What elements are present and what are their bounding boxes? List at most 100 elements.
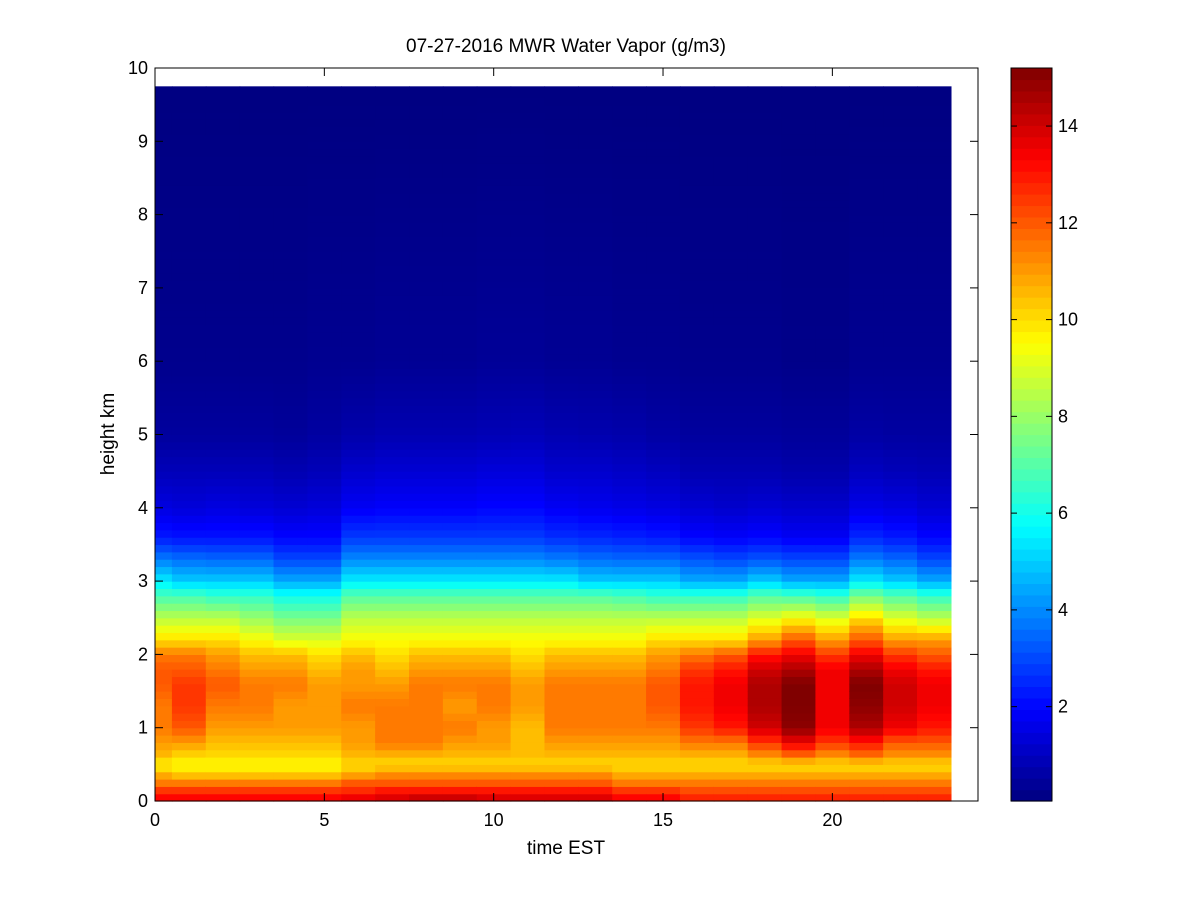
x-tick-label: 5 [319, 810, 329, 830]
heatmap-cell [679, 610, 715, 619]
heatmap-cell [781, 529, 817, 538]
heatmap-cell [713, 126, 749, 135]
heatmap-cell [171, 383, 207, 392]
heatmap-cell [917, 207, 952, 216]
heatmap-cell [612, 698, 647, 707]
heatmap-cell [612, 603, 647, 612]
heatmap-cell [544, 793, 579, 802]
heatmap-cell [476, 148, 512, 157]
heatmap-cell [883, 705, 918, 714]
heatmap-cell [917, 793, 952, 802]
heatmap-cell [155, 478, 173, 487]
heatmap-cell [239, 126, 275, 135]
heatmap-cell [679, 287, 715, 296]
heatmap-cell [612, 529, 647, 538]
heatmap-cell [307, 749, 342, 758]
heatmap-cell [409, 170, 444, 179]
heatmap-cell [510, 515, 546, 524]
heatmap-cell [713, 669, 749, 677]
heatmap-cell [917, 449, 952, 458]
heatmap-cell [646, 661, 681, 670]
heatmap-cell [815, 771, 850, 780]
heatmap-cell [544, 705, 579, 714]
heatmap-cell [815, 669, 850, 677]
colorbar-band [1011, 388, 1052, 401]
heatmap-cell [409, 104, 444, 113]
heatmap-cell [307, 625, 342, 634]
heatmap-cell [442, 625, 478, 634]
heatmap-cell [273, 236, 309, 245]
heatmap-cell [341, 185, 376, 194]
heatmap-cell [544, 339, 579, 348]
heatmap-cell [341, 698, 376, 707]
heatmap-cell [917, 236, 952, 245]
heatmap-cell [781, 221, 817, 230]
heatmap-cell [510, 309, 546, 318]
heatmap-cell [155, 471, 173, 480]
heatmap-cell [781, 405, 817, 414]
heatmap-cell [307, 764, 342, 773]
heatmap-cell [155, 683, 173, 692]
heatmap-cell [155, 632, 173, 641]
heatmap-cell [578, 317, 613, 326]
heatmap-cell [205, 361, 241, 370]
heatmap-cell [341, 405, 376, 414]
heatmap-cell [341, 478, 376, 487]
heatmap-cell [171, 251, 207, 260]
heatmap-cell [883, 419, 918, 428]
heatmap-cell [307, 280, 342, 289]
heatmap-cell [849, 559, 884, 568]
heatmap-cell [781, 566, 817, 575]
heatmap-cell [409, 419, 444, 428]
heatmap-cell [510, 104, 546, 113]
heatmap-cell [815, 258, 850, 267]
heatmap-cell [713, 786, 749, 795]
heatmap-cell [578, 529, 613, 538]
heatmap-cell [205, 89, 241, 98]
heatmap-cell [510, 771, 546, 780]
colorbar-band [1011, 423, 1052, 436]
colorbar-band [1011, 297, 1052, 310]
heatmap-cell [155, 119, 173, 128]
heatmap-cell [747, 331, 783, 340]
heatmap-cell [341, 141, 376, 150]
heatmap-cell [375, 207, 410, 216]
heatmap-cell [883, 507, 918, 516]
heatmap-cell [476, 339, 512, 348]
heatmap-cell [679, 471, 715, 480]
heatmap-cell [849, 434, 884, 443]
heatmap-cell [917, 163, 952, 172]
heatmap-cell [612, 676, 647, 685]
heatmap-cell [442, 133, 478, 142]
heatmap-cell [849, 412, 884, 421]
colorbar-band [1011, 239, 1052, 252]
heatmap-cell [612, 727, 647, 736]
heatmap-cell [155, 192, 173, 201]
heatmap-cell [375, 119, 410, 128]
colorbar-band [1011, 102, 1052, 115]
heatmap-cell [815, 713, 850, 721]
heatmap-cell [239, 177, 275, 186]
heatmap-cell [307, 170, 342, 179]
heatmap-cell [917, 478, 952, 487]
heatmap-cell [273, 669, 309, 677]
heatmap-cell [544, 661, 579, 670]
heatmap-cell [815, 779, 850, 787]
heatmap-cell [713, 581, 749, 590]
heatmap-cell [307, 537, 342, 546]
heatmap-cell [476, 610, 512, 619]
heatmap-cell [781, 705, 817, 714]
heatmap-cell [679, 251, 715, 260]
heatmap-cell [510, 170, 546, 179]
heatmap-cell [747, 155, 783, 164]
heatmap-cell [679, 243, 715, 252]
heatmap-cell [476, 133, 512, 142]
heatmap-cell [375, 764, 410, 773]
heatmap-cell [442, 500, 478, 509]
heatmap-cell [679, 185, 715, 194]
heatmap-cell [341, 793, 376, 802]
heatmap-cell [883, 111, 918, 120]
heatmap-cell [679, 214, 715, 223]
heatmap-cell [205, 302, 241, 311]
heatmap-cell [612, 720, 647, 729]
